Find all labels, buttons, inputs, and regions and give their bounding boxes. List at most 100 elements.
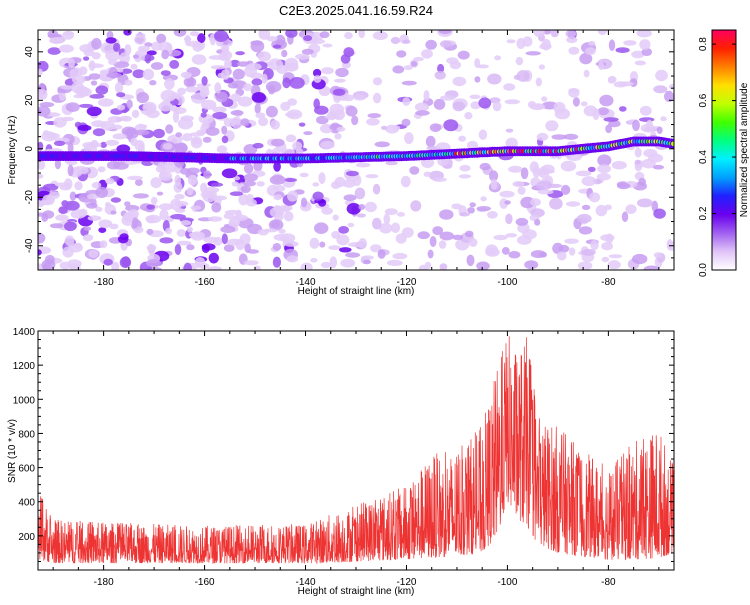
spectrogram-cell: [64, 235, 75, 247]
spectrogram-cell: [189, 31, 200, 37]
spectrogram-cell: [579, 52, 593, 65]
spectrogram-cell: [132, 54, 139, 59]
spectrogram-cell: [41, 131, 57, 142]
spectrogram-cell: [474, 76, 481, 83]
spectrogram-cell: [136, 92, 149, 104]
spectrogram-cell: [119, 52, 130, 64]
spectrogram-cell: [90, 80, 98, 86]
spectrogram-cell: [265, 105, 278, 118]
spectrogram-cell: [146, 228, 154, 235]
spectrogram-cell: [186, 75, 194, 88]
spectrogram-cell: [479, 162, 491, 171]
spectrogram-cell: [590, 239, 599, 251]
spectrogram-cell: [186, 244, 195, 251]
spectrogram-cell: [54, 159, 62, 170]
spectrogram-cell: [653, 85, 668, 94]
spectrogram-cell: [124, 79, 133, 86]
spectrogram-image: [38, 30, 674, 270]
spectrogram-cell: [320, 140, 335, 150]
spectrogram-cell: [608, 120, 621, 128]
spectrogram-cell: [469, 94, 481, 100]
spectrogram-cell: [625, 204, 637, 215]
spectrogram-cell: [65, 102, 80, 112]
spectrogram-cell: [197, 33, 206, 44]
spectrogram-cell: [240, 118, 250, 127]
spectrogram-cell: [165, 227, 173, 235]
spectrogram-cell: [42, 262, 52, 270]
spectrogram-cell: [223, 244, 235, 252]
spectrogram-cell: [340, 258, 356, 268]
spectrogram-cell: [427, 249, 434, 259]
spectrogram-cell: [300, 197, 308, 208]
spectrogram-cell: [162, 161, 178, 173]
spectrogram-cell: [634, 147, 642, 158]
spectrogram-cell: [38, 89, 45, 100]
spectrogram-cell: [520, 167, 529, 180]
colorbar-label: Normalized spectral amplitude: [739, 82, 750, 217]
colorbar-ticks: 0.0 0.2 0.4 0.6 0.8: [698, 37, 736, 277]
spectrogram-cell: [214, 82, 222, 94]
spectrogram-cell: [186, 187, 194, 196]
spectrogram-cell: [121, 256, 131, 268]
spectrogram-cell: [121, 126, 137, 136]
spectrogram-cell: [621, 211, 629, 223]
spectrogram-cell: [592, 108, 600, 121]
spectrogram-cell: [99, 69, 110, 75]
spectrogram-cell: [641, 47, 653, 57]
spectrogram-cell: [564, 238, 579, 244]
spectrogram-ytick-label: 40: [24, 46, 35, 58]
spectrogram-ytick-label: 20: [24, 94, 35, 106]
spectrogram-cell: [196, 85, 209, 91]
spectrogram-cell: [361, 255, 374, 260]
spectrogram-cell: [58, 206, 68, 214]
spectrogram-cell: [386, 259, 403, 266]
spectrogram-cell: [258, 116, 269, 127]
spectrogram-cell: [267, 58, 283, 71]
spectrogram-cell: [116, 92, 126, 98]
spectrogram-cell: [660, 116, 667, 122]
spectrogram-cell: [55, 214, 69, 221]
spectrogram-cell: [38, 106, 51, 117]
spectrogram-cell: [257, 51, 271, 62]
spectrogram-cell: [424, 261, 432, 269]
spectrogram-cell: [478, 97, 492, 109]
spectrogram-cell: [74, 181, 83, 191]
spectrogram-cell: [437, 63, 445, 74]
spectrogram-cell: [301, 48, 314, 55]
spectrogram-cell: [220, 225, 236, 234]
spectrogram-cell: [230, 110, 244, 116]
spectrogram-cell: [246, 62, 262, 71]
spectrogram-cell: [439, 231, 455, 241]
spectrogram-cell: [417, 231, 430, 240]
colorbar-tick-label: 0.2: [698, 206, 709, 220]
spectrogram-cell: [512, 181, 525, 187]
spectrogram-cell: [72, 166, 89, 175]
spectrogram-cell: [356, 213, 366, 218]
spectrogram-cell: [172, 107, 187, 114]
spectrogram-cell: [597, 107, 609, 116]
spectrogram-cell: [638, 177, 646, 186]
spectrogram-cell: [67, 164, 74, 177]
spectrogram-cell: [534, 219, 541, 226]
spectrogram-cell: [489, 170, 499, 182]
spectrogram-cell: [355, 162, 371, 168]
spectrogram-cell: [286, 255, 299, 263]
spectrogram-cell: [343, 194, 357, 201]
spectrogram-cell: [365, 174, 379, 179]
spectrogram-cell: [187, 174, 198, 186]
spectrogram-cell: [578, 226, 593, 235]
spectrogram-cell: [493, 234, 508, 241]
spectrogram-cell: [567, 141, 577, 146]
spectrogram-cell: [522, 229, 537, 240]
spectrogram-cell: [335, 67, 349, 78]
spectrogram-cell: [581, 176, 597, 187]
snr-line: [38, 336, 674, 565]
spectrogram-cell: [92, 128, 106, 137]
spectrogram-cell: [246, 198, 257, 207]
spectrogram-cell: [383, 213, 391, 225]
spectrogram-cell: [470, 101, 481, 110]
spectrogram-cell: [636, 30, 652, 38]
spectrogram-cell: [110, 210, 117, 215]
spectrogram-cell: [271, 138, 285, 147]
spectrogram-cell: [208, 252, 219, 264]
